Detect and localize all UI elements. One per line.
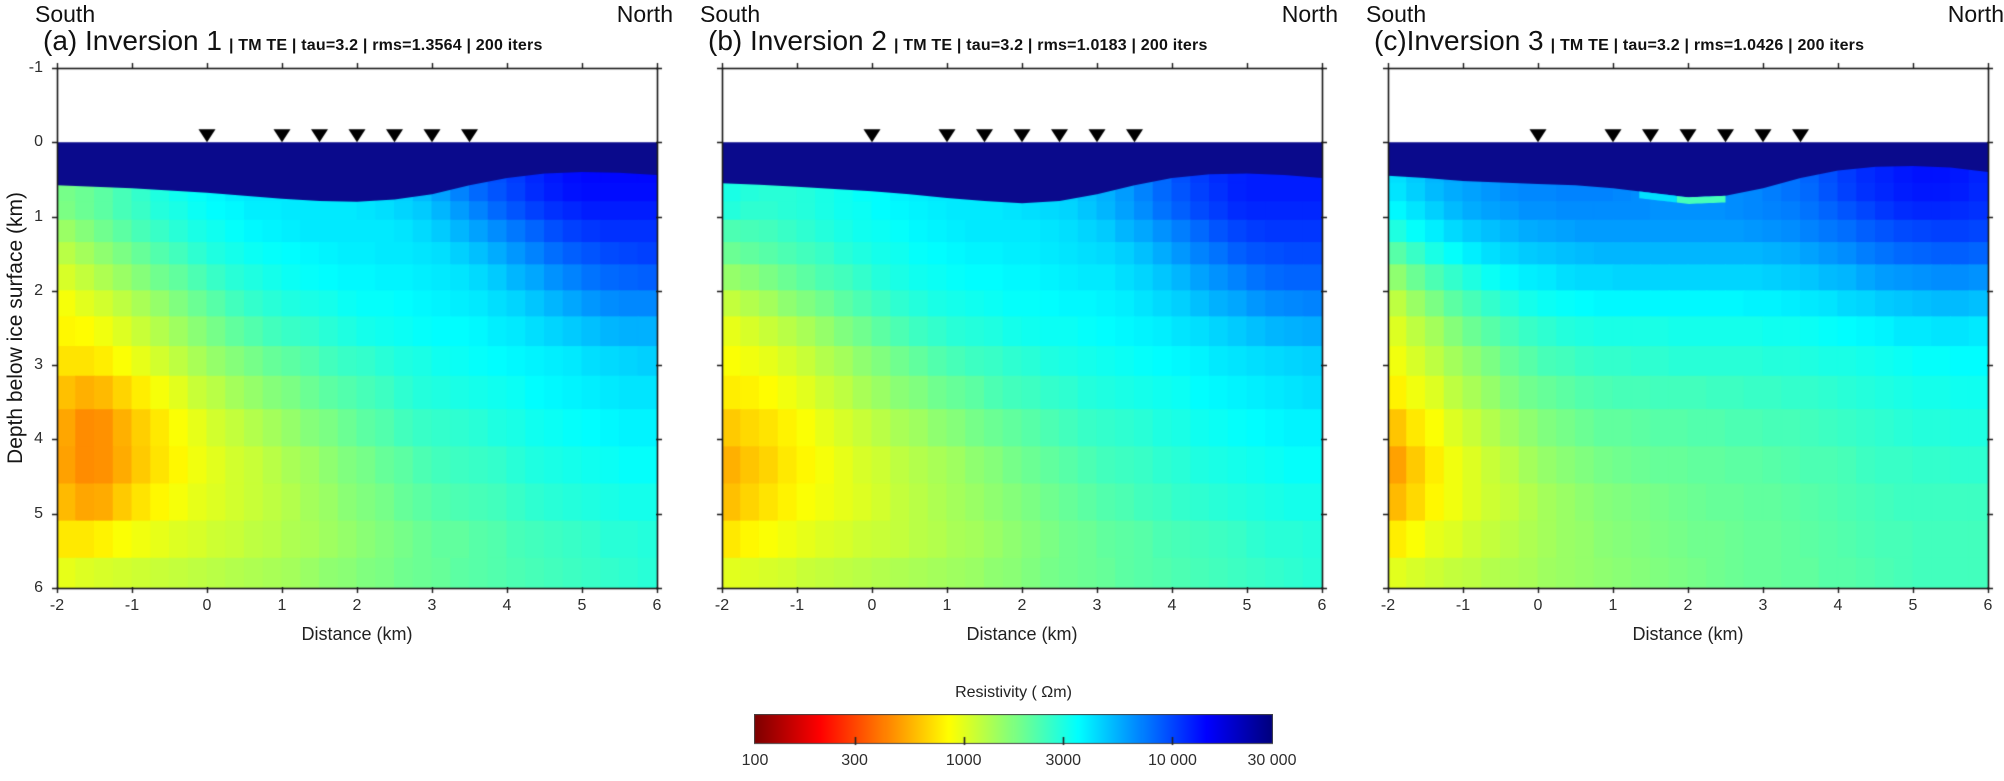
x-tick-label: 4 (1167, 597, 1177, 614)
y-tick-label: 0 (34, 133, 43, 151)
x-tick-label: 1 (942, 597, 952, 614)
x-tick-label: 6 (1317, 597, 1327, 614)
x-tick-label: -1 (124, 597, 140, 614)
panel-inversion-1: South North (a) Inversion 1 | TM TE | ta… (35, 0, 673, 660)
x-tick-label: -1 (789, 597, 805, 614)
resistivity-section-canvas-a (49, 60, 665, 596)
x-axis-label: Distance (km) (1632, 624, 1744, 644)
x-tick-label: 4 (1833, 597, 1843, 614)
colorbar: Resistivity ( Ωm) 100 300 1000 3000 10 000 30… (742, 684, 1297, 780)
south-label: South (1366, 1, 1427, 27)
x-tick-label: 1 (1608, 597, 1618, 614)
colorbar-tick-label: 3000 (1045, 752, 1082, 769)
panel-title-info: | TM TE | tau=3.2 | rms=1.0426 | 200 ite… (1550, 37, 1865, 54)
x-tick-label: -1 (1455, 597, 1471, 614)
y-tick-labels: -1 0 1 2 3 4 5 6 (0, 0, 50, 660)
panel-title-info: | TM TE | tau=3.2 | rms=1.0183 | 200 ite… (893, 37, 1208, 54)
south-label: South (700, 1, 761, 27)
x-tick-label: 1 (277, 597, 287, 614)
y-tick-label: 4 (34, 430, 43, 448)
panel-title: (b) Inversion 2 | TM TE | tau=3.2 | rms=… (708, 25, 1208, 57)
colorbar-title: Resistivity ( Ωm) (955, 684, 1072, 701)
y-tick-label: 2 (34, 281, 43, 299)
y-axis-title: Depth below ice surface (km) (4, 192, 27, 464)
x-tick-label: 0 (1533, 597, 1543, 614)
panel-inversion-2: South North (b) Inversion 2 | TM TE | ta… (700, 0, 1338, 660)
x-tick-label: 0 (202, 597, 212, 614)
resistivity-section-canvas-c (1380, 60, 1996, 596)
x-tick-label: 3 (427, 597, 437, 614)
x-tick-label: 6 (652, 597, 662, 614)
x-tick-label: -2 (1380, 597, 1396, 614)
panel-title-main: (c)Inversion 3 (1374, 25, 1544, 56)
colorbar-tick-label: 1000 (945, 752, 982, 769)
y-tick-label: 1 (34, 207, 43, 225)
y-tick-label: -1 (28, 59, 43, 76)
panel-inversion-3: South North (c)Inversion 3 | TM TE | tau… (1366, 0, 2004, 660)
panel-title-main: (a) Inversion 1 (43, 25, 222, 56)
x-tick-label: -2 (714, 597, 730, 614)
x-tick-label: 2 (352, 597, 362, 614)
colorbar-tick-label: 100 (741, 752, 769, 769)
x-tick-label: 2 (1017, 597, 1027, 614)
x-tick-label: 4 (502, 597, 512, 614)
x-tick-label: 6 (1983, 597, 1993, 614)
x-tick-label: 0 (867, 597, 877, 614)
south-label: South (35, 1, 96, 27)
x-axis-label: Distance (km) (301, 624, 413, 644)
north-label: North (1947, 1, 2004, 27)
colorbar-tick-label: 300 (841, 752, 868, 769)
x-tick-label: 5 (1242, 597, 1252, 614)
x-tick-label: 5 (1908, 597, 1918, 614)
north-label: North (616, 1, 673, 27)
panel-title: (a) Inversion 1 | TM TE | tau=3.2 | rms=… (43, 25, 543, 57)
resistivity-section-canvas-b (714, 60, 1330, 596)
x-tick-label: 3 (1092, 597, 1102, 614)
x-tick-label: 3 (1758, 597, 1768, 614)
x-tick-label: 2 (1683, 597, 1693, 614)
x-tick-label: 5 (577, 597, 587, 614)
colorbar-tick-label: 30 000 (1247, 752, 1297, 769)
x-tick-label: -2 (49, 597, 65, 614)
panel-title: (c)Inversion 3 | TM TE | tau=3.2 | rms=1… (1374, 25, 1864, 57)
colorbar-gradient (754, 714, 1273, 748)
panel-title-main: (b) Inversion 2 (708, 25, 887, 56)
x-axis-label: Distance (km) (966, 624, 1078, 644)
panel-title-info: | TM TE | tau=3.2 | rms=1.3564 | 200 ite… (228, 37, 543, 54)
y-tick-label: 3 (34, 356, 43, 374)
colorbar-tick-label: 10 000 (1147, 752, 1197, 769)
y-tick-label: 6 (34, 579, 43, 596)
y-tick-label: 5 (34, 504, 43, 522)
north-label: North (1281, 1, 1338, 27)
